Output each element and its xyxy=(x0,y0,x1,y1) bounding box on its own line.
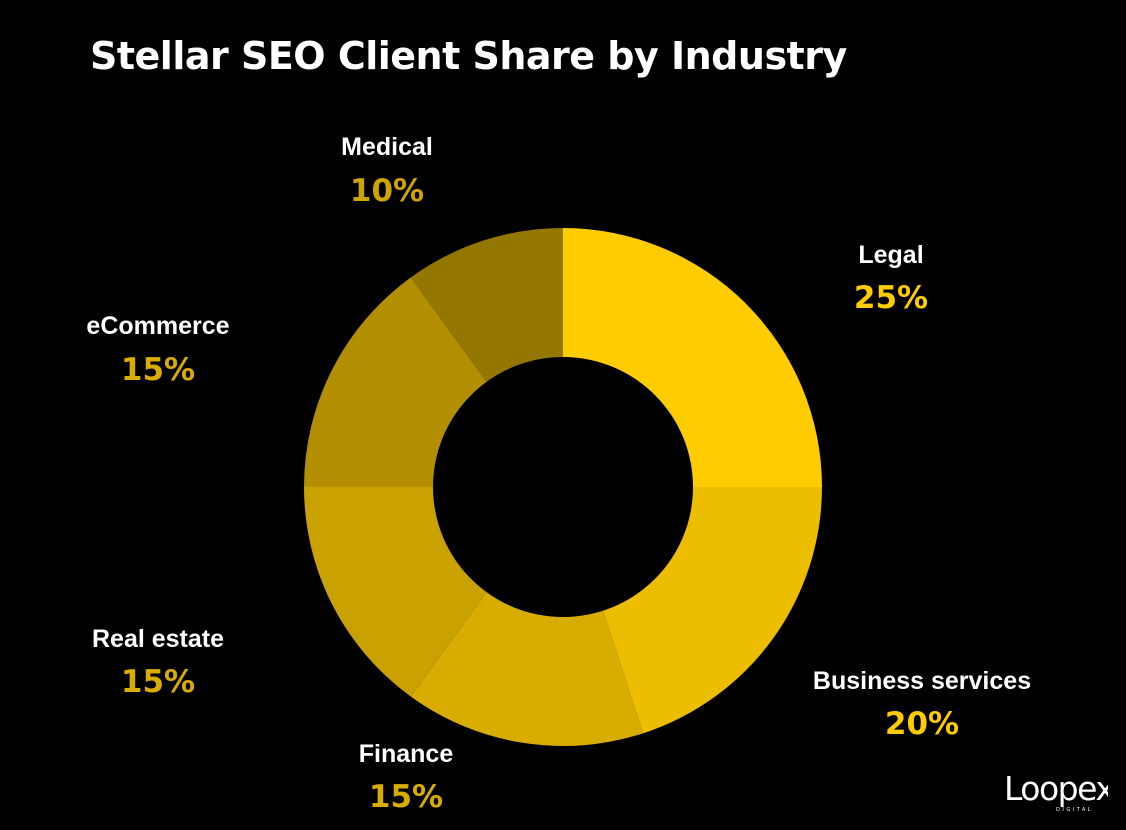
slice-label-finance: Finance xyxy=(359,740,454,768)
chart-title: Stellar SEO Client Share by Industry xyxy=(90,34,847,78)
slice-label-medical: Medical xyxy=(341,133,433,161)
slice-finance xyxy=(410,487,644,746)
donut-hole xyxy=(433,357,693,617)
slice-label-ecommerce: eCommerce xyxy=(86,312,229,340)
brand-logo-sub: DIGITAL xyxy=(1056,807,1093,813)
slice-value-legal: 25% xyxy=(854,280,928,316)
slice-value-finance: 15% xyxy=(369,779,443,815)
slice-value-medical: 10% xyxy=(350,173,424,209)
slice-value-real-estate: 15% xyxy=(121,664,195,700)
slice-labels: Legal 25% Business services 20% Finance 15% Re… xyxy=(86,133,1031,815)
brand-logo-word: Loopex xyxy=(1004,770,1108,808)
donut-slices xyxy=(304,228,822,746)
slice-value-ecommerce: 15% xyxy=(121,352,195,388)
brand-logo: Loopex DIGITAL xyxy=(1004,770,1108,813)
slice-label-business-services: Business services xyxy=(813,667,1031,695)
slice-label-real-estate: Real estate xyxy=(92,625,224,653)
slice-value-business-services: 20% xyxy=(885,706,959,742)
slice-label-legal: Legal xyxy=(858,241,923,269)
